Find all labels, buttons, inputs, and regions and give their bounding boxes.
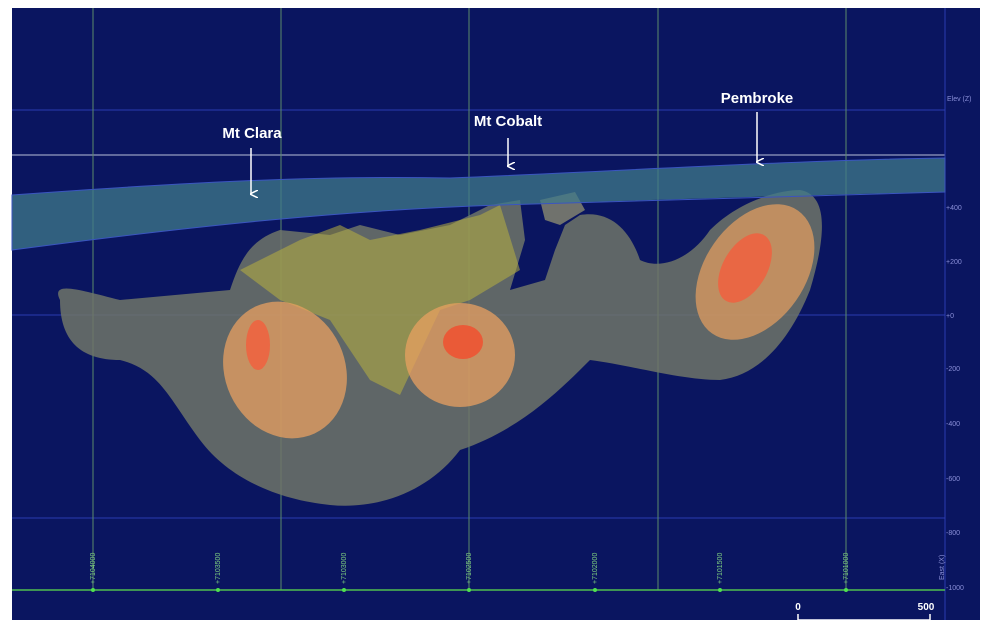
elevation-tick: -400 <box>946 421 960 428</box>
east-tick: +7102500 <box>466 553 473 584</box>
scale-bar <box>797 614 931 621</box>
elevation-title: Elev (Z) <box>947 96 972 103</box>
elevation-tick: +0 <box>946 313 954 320</box>
elevation-tick: +400 <box>946 205 962 212</box>
annotation: Mt Clara <box>222 125 282 142</box>
elevation-tick: +200 <box>946 259 962 266</box>
elevation-tick: -600 <box>946 476 960 483</box>
east-tick: +7103000 <box>341 553 348 584</box>
east-tick: +7102000 <box>592 553 599 584</box>
orebody <box>58 190 822 506</box>
east-title: East (X) <box>939 555 946 580</box>
east-tick: +7104000 <box>90 553 97 584</box>
scale-start: 0 <box>795 602 801 613</box>
scale-end: 500 <box>918 602 935 613</box>
annotation: Pembroke <box>721 90 794 107</box>
east-tick: +7101000 <box>843 553 850 584</box>
elevation-tick: -800 <box>946 530 960 537</box>
elevation-tick: -200 <box>946 366 960 373</box>
annotation-arrows <box>251 112 757 194</box>
east-tick: +7101500 <box>717 553 724 584</box>
surface-mesh <box>11 157 946 251</box>
scale-unit: metres <box>850 626 883 637</box>
east-tick: +7103500 <box>215 553 222 584</box>
elevation-tick: -1000 <box>946 585 964 592</box>
annotation: Mt Cobalt <box>474 113 542 130</box>
east-points <box>91 588 848 592</box>
